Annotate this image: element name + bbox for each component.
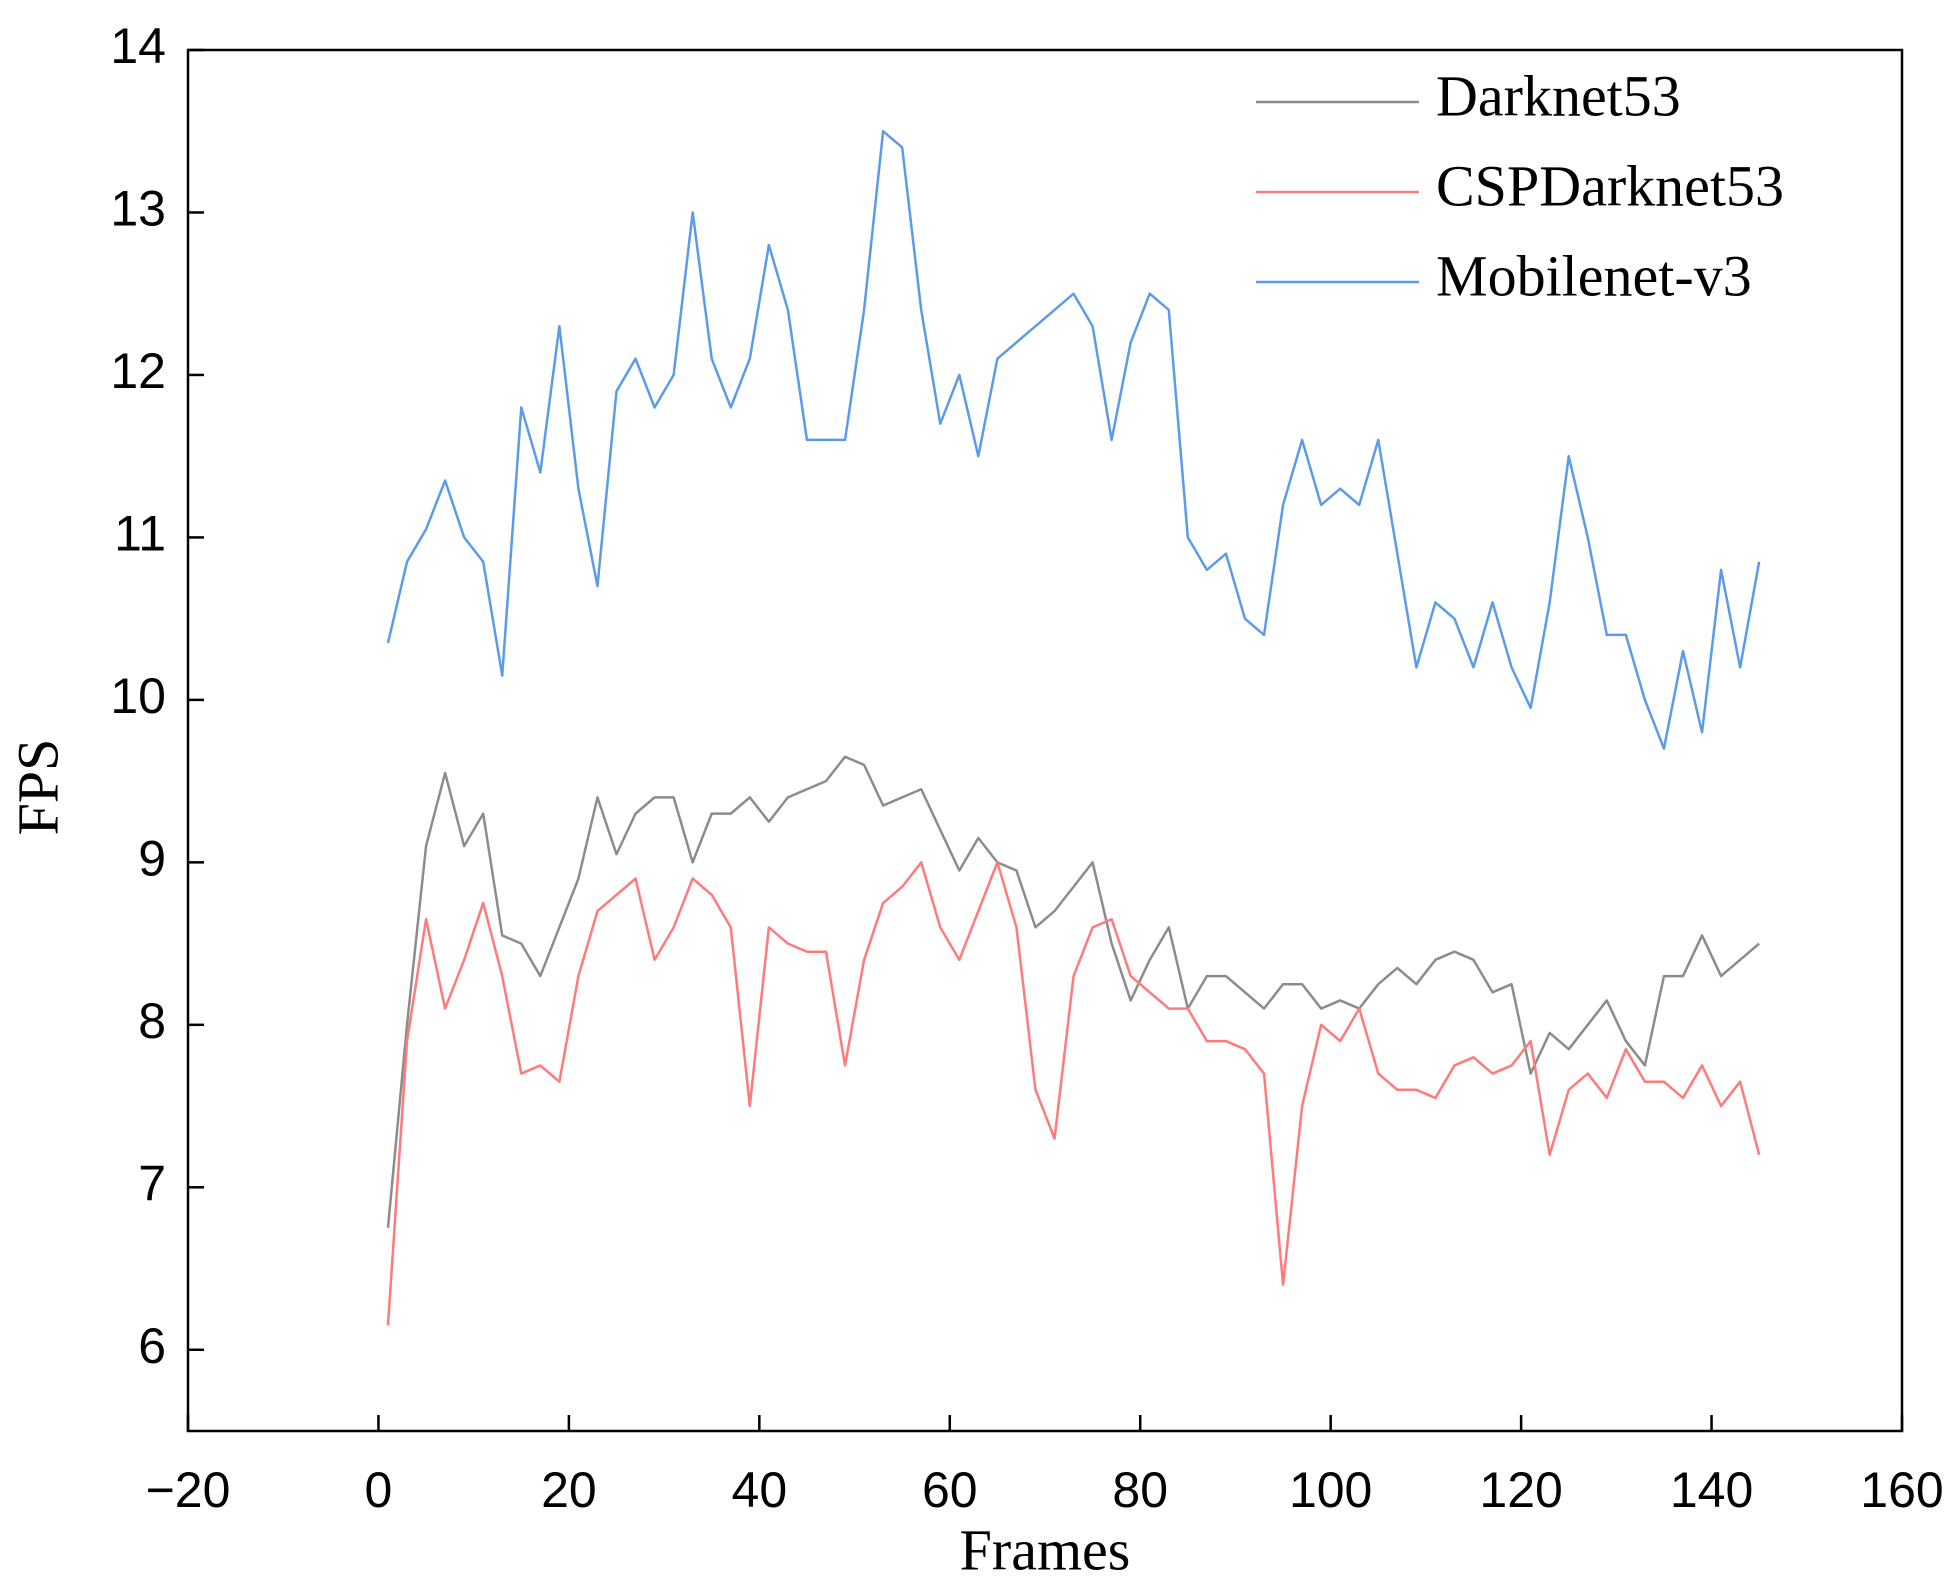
- y-axis-label: FPS: [5, 739, 70, 836]
- y-tick-label: 13: [110, 181, 166, 237]
- legend-label: Darknet53: [1436, 63, 1681, 128]
- y-tick-label: 11: [114, 506, 166, 562]
- x-tick-label: 60: [922, 1462, 978, 1518]
- series-line: [386, 129, 1761, 750]
- x-tick-label: 80: [1112, 1462, 1168, 1518]
- legend-label: Mobilenet-v3: [1436, 243, 1752, 308]
- y-tick-label: 12: [110, 343, 166, 399]
- y-tick-label: 10: [110, 668, 166, 724]
- x-tick-label: 20: [541, 1462, 597, 1518]
- plot-frame: [186, 48, 1904, 1433]
- y-tick-label: 8: [138, 993, 166, 1049]
- x-tick-label: 120: [1479, 1462, 1562, 1518]
- y-tick-label: 6: [138, 1318, 166, 1374]
- series-line: [386, 861, 1761, 1326]
- x-tick-label: 40: [732, 1462, 788, 1518]
- x-tick-label: 100: [1289, 1462, 1372, 1518]
- x-tick-label: 0: [365, 1462, 393, 1518]
- x-axis-label: Frames: [960, 1517, 1131, 1582]
- x-tick-label: 160: [1860, 1462, 1943, 1518]
- y-tick-label: 14: [110, 18, 166, 74]
- y-tick-label: 9: [138, 831, 166, 887]
- legend-label: CSPDarknet53: [1436, 153, 1784, 218]
- y-tick-label: 7: [138, 1155, 166, 1211]
- x-tick-label: −20: [146, 1462, 231, 1518]
- x-tick-label: 140: [1670, 1462, 1753, 1518]
- series-line: [386, 755, 1760, 1229]
